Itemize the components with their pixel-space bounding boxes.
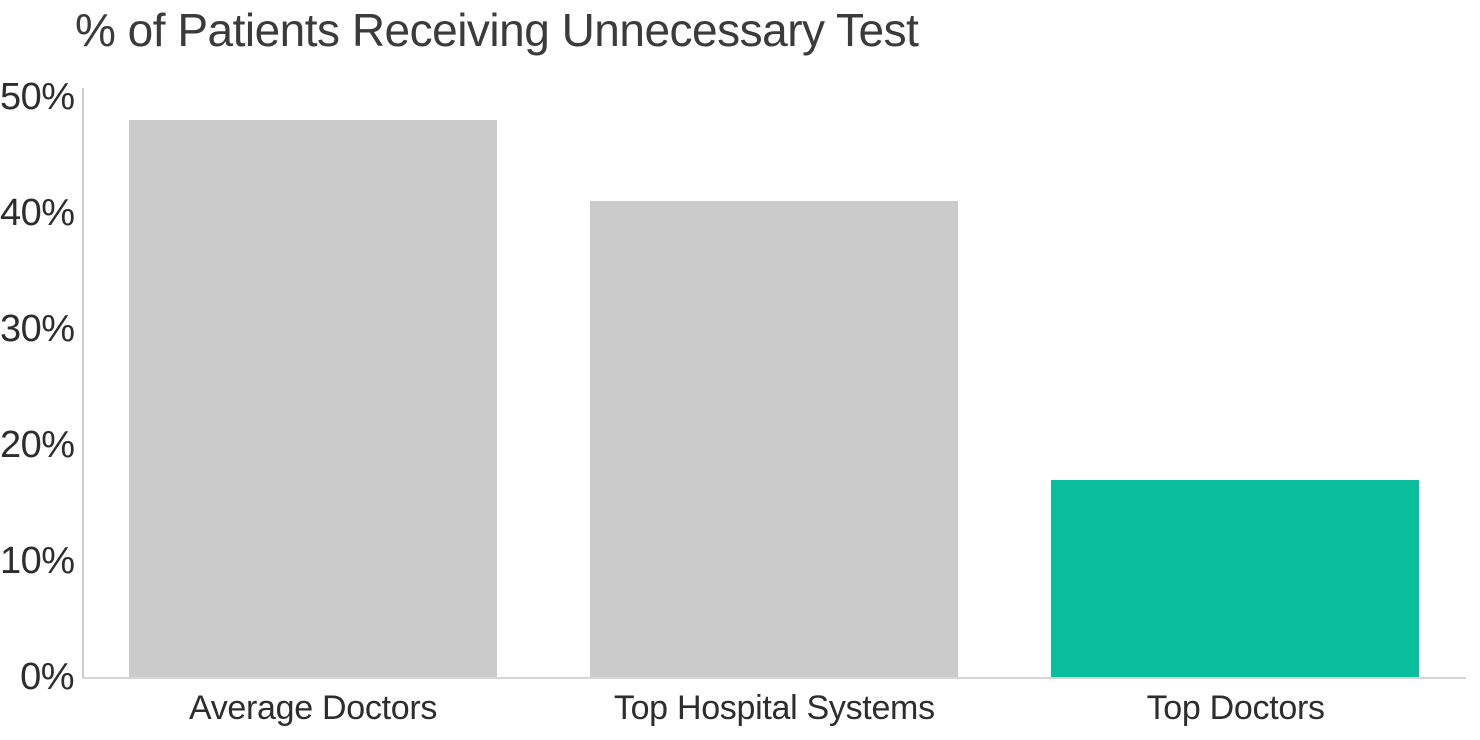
- bar-top-doctors: [1051, 479, 1420, 677]
- y-axis-line: [82, 88, 84, 679]
- x-category-label: Top Doctors: [1146, 689, 1325, 727]
- bar-average-doctors: [128, 120, 497, 677]
- x-category-label: Top Hospital Systems: [613, 689, 935, 727]
- x-axis-line: [82, 677, 1466, 679]
- y-tick-label: 40%: [0, 192, 75, 234]
- y-tick-label: 50%: [0, 76, 75, 118]
- y-tick-label: 30%: [0, 308, 75, 350]
- y-tick-label: 10%: [0, 540, 75, 582]
- y-tick-label: 20%: [0, 424, 75, 466]
- chart-title: % of Patients Receiving Unnecessary Test: [75, 4, 919, 56]
- y-tick-label: 0%: [20, 656, 74, 698]
- x-category-label: Average Doctors: [188, 689, 438, 727]
- bar-top-hospital-systems: [590, 201, 958, 677]
